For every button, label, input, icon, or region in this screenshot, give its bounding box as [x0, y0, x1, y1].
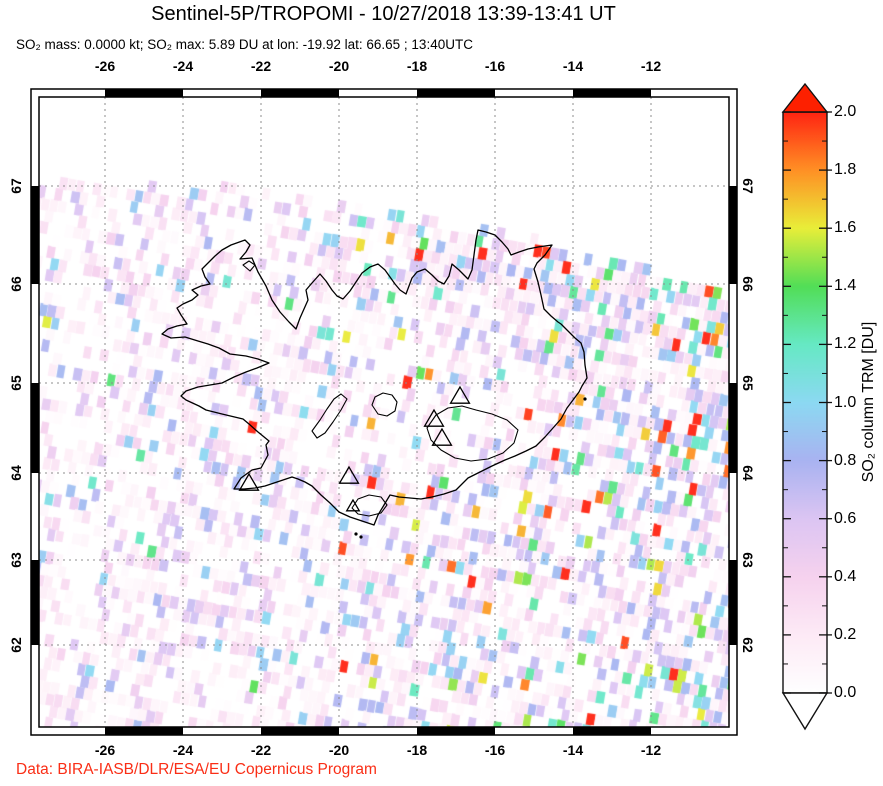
volcano-triangle-marker: [449, 385, 471, 404]
island-dot: [354, 532, 358, 536]
lon-tick-label-bottom: -14: [562, 742, 584, 758]
colorbar-tick-label: 2.0: [834, 103, 857, 120]
lat-tick-label-right: 66: [740, 276, 756, 292]
colorbar-tick-label: 0.4: [834, 567, 857, 585]
glacier-outline: [351, 494, 388, 517]
lon-tick-label-bottom: -18: [406, 742, 428, 758]
iceland-coastline: [161, 229, 588, 526]
frame-band-segment-top: [417, 89, 495, 97]
volcano-triangle-marker: [345, 498, 361, 512]
frame-band-segment-bottom: [261, 727, 339, 735]
volcano-triangle-marker: [431, 427, 453, 446]
lon-tick-label-top: -18: [406, 58, 428, 74]
glacier-outline: [242, 260, 256, 272]
frame-band-segment-bottom: [105, 727, 183, 735]
lat-tick-label-left: 65: [8, 375, 24, 391]
colorbar-tick-label: 0.2: [834, 625, 857, 643]
frame-band-segment-left: [31, 560, 39, 645]
map-outer-frame: [30, 88, 738, 736]
glacier-outline: [426, 405, 519, 462]
volcano-triangle-marker: [423, 408, 445, 427]
lon-tick-label-bottom: -20: [328, 742, 350, 758]
frame-band-segment-right: [729, 186, 737, 284]
lon-tick-label-top: -22: [250, 58, 272, 74]
frame-band-segment-left: [31, 186, 39, 284]
colorbar-tick-label: 0.0: [834, 684, 857, 701]
frame-band-segment-top: [105, 89, 183, 97]
lon-tick-label-top: -14: [562, 58, 584, 74]
lon-tick-label-top: -20: [328, 58, 350, 74]
colorbar-tick-label: 1.6: [834, 219, 857, 237]
colorbar-tick-label: 1.4: [834, 277, 857, 295]
lon-tick-label-bottom: -16: [484, 742, 506, 758]
frame-band-segment-bottom: [417, 727, 495, 735]
lat-tick-label-left: 63: [8, 552, 24, 568]
lat-tick-label-left: 66: [8, 276, 24, 292]
lon-tick-label-bottom: -22: [250, 742, 272, 758]
colorbar-over-range-arrow: [781, 82, 829, 113]
glacier-outline: [371, 392, 398, 417]
colorbar-tick-label: 1.0: [834, 393, 857, 411]
lon-tick-label-bottom: -12: [640, 742, 662, 758]
frame-band-segment-top: [261, 89, 339, 97]
lon-tick-label-bottom: -26: [94, 742, 116, 758]
lat-tick-label-left: 67: [8, 178, 24, 194]
map-inner-frame: [38, 96, 730, 728]
volcano-triangle-marker: [238, 472, 260, 491]
lon-tick-label-top: -24: [172, 58, 194, 74]
lat-tick-label-left: 64: [8, 465, 24, 481]
lon-tick-label-top: -12: [640, 58, 662, 74]
lat-tick-label-right: 67: [740, 178, 756, 194]
frame-band-segment-left: [31, 383, 39, 473]
colorbar-under-range-arrow: [781, 692, 829, 731]
lon-tick-label-top: -16: [484, 58, 506, 74]
frame-band-segment-bottom: [573, 727, 651, 735]
volcano-triangle-marker: [338, 465, 360, 484]
frame-band-segment-top: [573, 89, 651, 97]
lat-tick-label-right: 65: [740, 375, 756, 391]
data-credit-text: Data: BIRA-IASB/DLR/ESA/EU Copernicus Pr…: [16, 761, 377, 778]
island-dot: [359, 535, 363, 539]
colorbar-title: SO₂ column TRM [DU]: [860, 321, 877, 483]
colorbar-tick-label: 0.8: [834, 451, 857, 469]
glacier-outline: [311, 393, 348, 439]
colorbar-tick-label: 0.6: [834, 509, 857, 527]
island-dot: [583, 397, 587, 401]
colorbar-tick-label: 1.8: [834, 161, 857, 179]
colorbar-tick-label: 1.2: [834, 335, 857, 353]
lat-tick-label-left: 62: [8, 637, 24, 653]
frame-band-segment-right: [729, 560, 737, 645]
lon-tick-label-bottom: -24: [172, 742, 194, 758]
lat-tick-label-right: 64: [740, 465, 756, 481]
lat-tick-label-right: 63: [740, 552, 756, 568]
lat-tick-label-right: 62: [740, 637, 756, 653]
frame-band-segment-right: [729, 383, 737, 473]
lon-tick-label-top: -26: [94, 58, 116, 74]
